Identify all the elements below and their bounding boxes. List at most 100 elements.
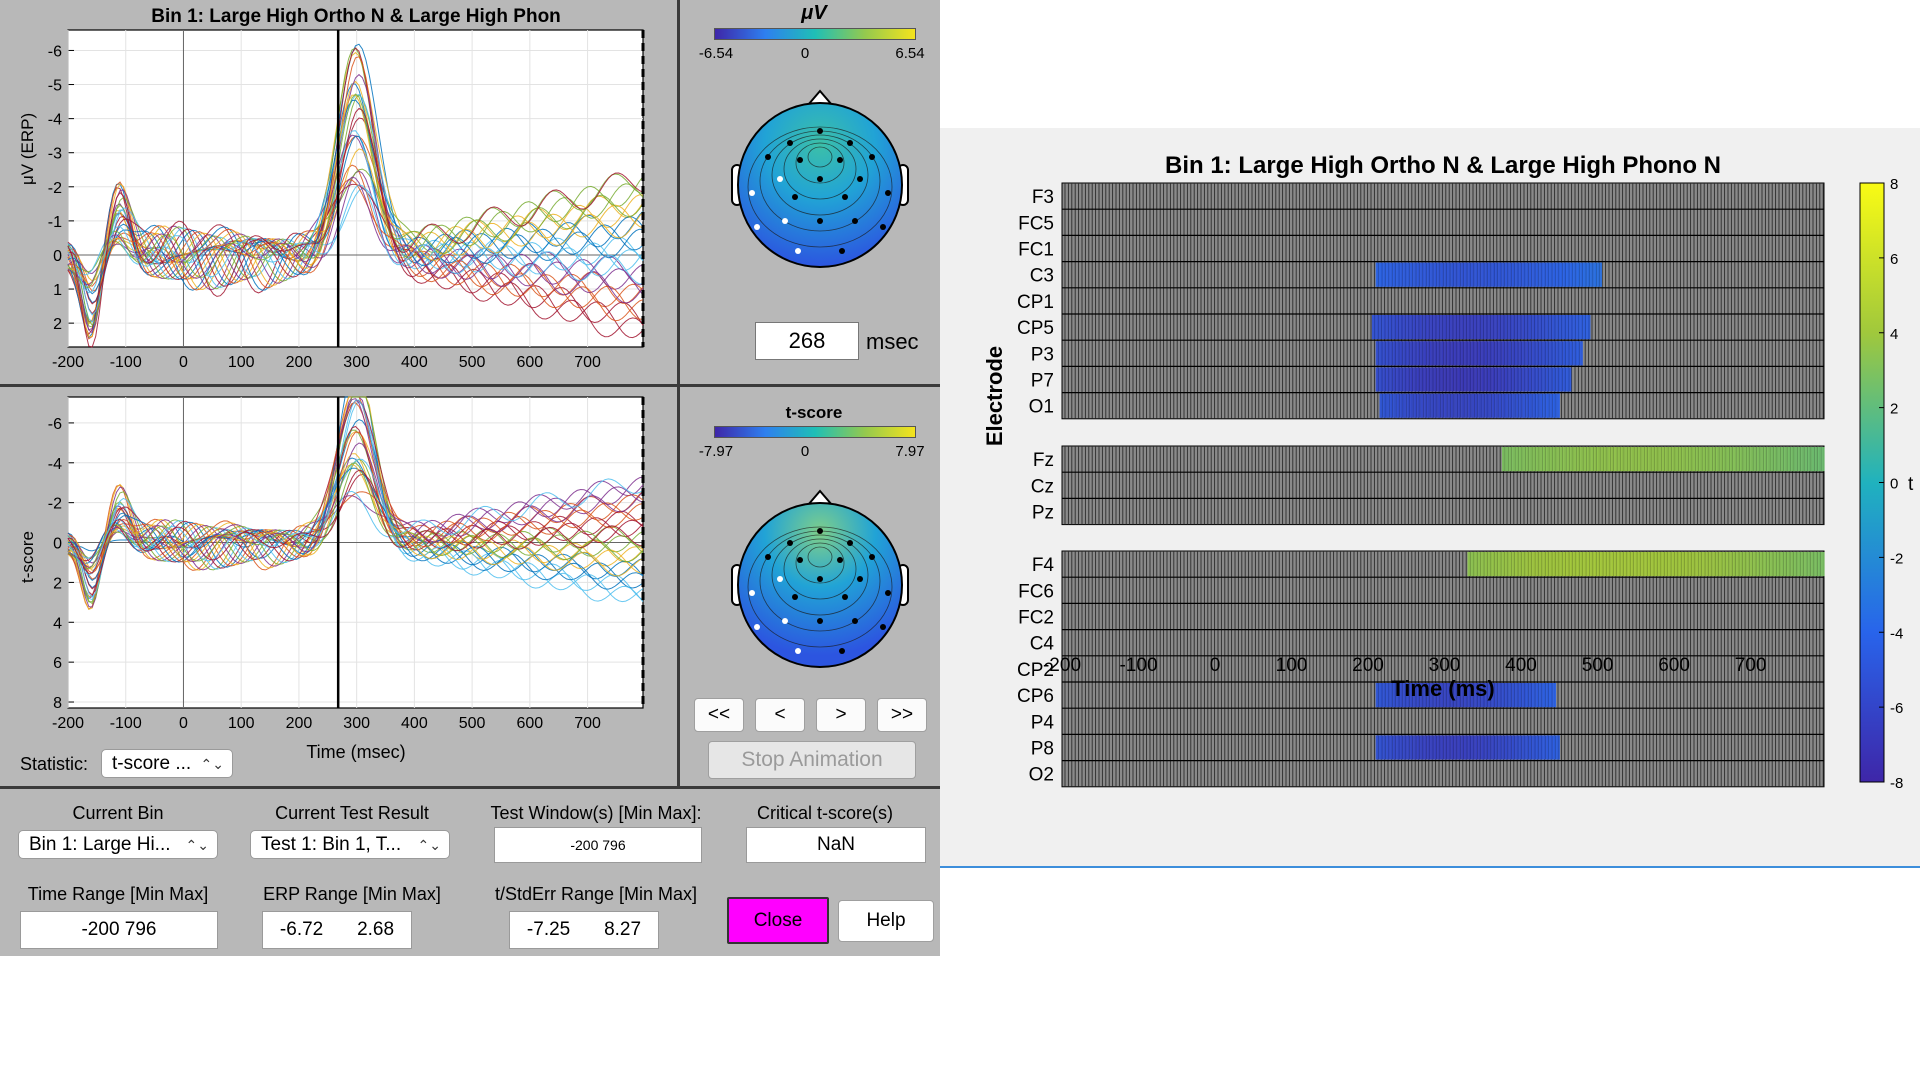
significant-cell: [1621, 447, 1628, 472]
latency-field[interactable]: 268: [755, 322, 859, 360]
heatmap-chart[interactable]: Bin 1: Large High Ortho N & Large High P…: [940, 128, 1920, 864]
significant-cell: [1537, 683, 1545, 708]
time-range-field[interactable]: -200 796: [20, 911, 218, 949]
significant-cell: [1793, 552, 1801, 577]
significant-cell: [1577, 262, 1585, 287]
significant-cell: [1485, 552, 1493, 577]
significant-cell: [1547, 315, 1555, 340]
help-button[interactable]: Help: [838, 900, 934, 942]
critical-tscore-field[interactable]: NaN: [746, 827, 926, 863]
significant-cell: [1535, 367, 1542, 392]
electrode-label: P8: [1031, 739, 1054, 760]
next-frame-button[interactable]: >: [816, 698, 866, 732]
x-tick-label: 200: [286, 354, 313, 371]
significant-cell: [1758, 447, 1765, 472]
significant-cell: [1458, 735, 1466, 760]
significant-cell: [1446, 262, 1454, 287]
significant-cell: [1704, 447, 1712, 472]
y-tick-label: -4: [48, 112, 62, 129]
significant-cell: [1428, 735, 1436, 760]
significant-cell: [1576, 552, 1583, 577]
significant-cell: [1721, 552, 1728, 577]
stop-animation-button[interactable]: Stop Animation: [708, 741, 916, 779]
electrode-label: FC1: [1018, 240, 1054, 261]
tscore-ylabel: t-score: [18, 531, 37, 583]
significant-cell: [1396, 315, 1403, 340]
significant-cell: [1812, 447, 1819, 472]
significant-cell: [1509, 341, 1517, 366]
significant-cell: [1770, 447, 1777, 472]
waveform-line: [68, 94, 644, 285]
significant-cell: [1442, 341, 1450, 366]
significant-cell: [1745, 552, 1753, 577]
tscore-plot[interactable]: -6 -4 -2 0 2 4 6 8 -200 -100 0 100 200 300 400 500 600 70…: [0, 385, 680, 765]
significant-cell: [1441, 683, 1449, 708]
significant-cell: [1519, 447, 1527, 472]
waveform-line: [67, 51, 644, 282]
significant-cell: [1464, 735, 1472, 760]
current-bin-select[interactable]: Bin 1: Large Hi... ⌃⌄: [18, 830, 218, 859]
significant-cell: [1579, 447, 1587, 472]
significant-cell: [1549, 447, 1557, 472]
first-frame-button[interactable]: <<: [694, 698, 744, 732]
significant-cell: [1499, 393, 1506, 418]
significant-cell: [1409, 393, 1417, 418]
tstderr-range-field[interactable]: -7.25 8.27: [509, 911, 659, 949]
significant-cell: [1541, 367, 1548, 392]
significant-cell: [1439, 393, 1447, 418]
significant-cell: [1432, 315, 1440, 340]
test-window-field[interactable]: -200 796: [494, 827, 702, 863]
electrode-marker: [754, 624, 760, 630]
erp-range-field[interactable]: -6.72 2.68: [262, 911, 412, 949]
electrode-label: C4: [1030, 634, 1055, 655]
significant-cell: [1733, 552, 1741, 577]
prev-frame-button[interactable]: <: [755, 698, 805, 732]
significant-cell: [1609, 447, 1616, 472]
last-frame-button[interactable]: >>: [877, 698, 927, 732]
significant-cell: [1473, 552, 1481, 577]
significant-cell: [1458, 367, 1465, 392]
tscore-xlabel: Time (msec): [306, 742, 406, 762]
significant-cell: [1417, 367, 1424, 392]
topo-t-min: -7.97: [698, 443, 734, 460]
significant-cell: [1806, 447, 1813, 472]
current-bin-value: Bin 1: Large Hi...: [29, 834, 171, 855]
significant-cell: [1678, 552, 1686, 577]
significant-cell: [1612, 552, 1620, 577]
significant-cell: [1674, 447, 1682, 472]
erp-plot[interactable]: -6 -5 -4 -3 -2 -1 0 1 2 -200 -100 0 100 200 300 400 500 6…: [0, 0, 680, 385]
significant-cell: [1433, 393, 1441, 418]
x-tick-label: 300: [343, 354, 370, 371]
waveform-line: [67, 56, 643, 340]
statistic-select[interactable]: t-score ... ⌃⌄: [101, 749, 233, 778]
significant-cell: [1470, 735, 1477, 760]
current-test-select[interactable]: Test 1: Bin 1, T... ⌃⌄: [250, 830, 450, 859]
significant-cell: [1476, 735, 1483, 760]
significant-cell: [1479, 552, 1487, 577]
significant-cell: [1485, 341, 1492, 366]
waveform-line: [67, 431, 644, 610]
significant-cell: [1447, 683, 1455, 708]
tstderr-range-max: 8.27: [604, 919, 642, 940]
significant-cell: [1517, 315, 1524, 340]
significant-cell: [1558, 367, 1566, 392]
contour-line: [747, 526, 893, 648]
significant-cell: [1491, 552, 1499, 577]
significant-cell: [1805, 552, 1813, 577]
significant-cell: [1493, 393, 1500, 418]
significant-cell: [1499, 315, 1506, 340]
electrode-marker: [749, 590, 755, 596]
electrode-marker: [837, 557, 843, 563]
close-button[interactable]: Close: [727, 897, 829, 944]
significant-cell: [1787, 552, 1795, 577]
significant-cell: [1549, 683, 1557, 708]
significant-cell: [1476, 367, 1483, 392]
statistic-value: t-score ...: [112, 753, 192, 774]
significant-cell: [1553, 393, 1560, 418]
significant-cell: [1383, 315, 1391, 340]
topo-uv-min: -6.54: [698, 45, 734, 62]
significant-cell: [1523, 315, 1530, 340]
significant-cell: [1411, 735, 1418, 760]
significant-cell: [1467, 552, 1475, 577]
significant-cell: [1424, 341, 1431, 366]
